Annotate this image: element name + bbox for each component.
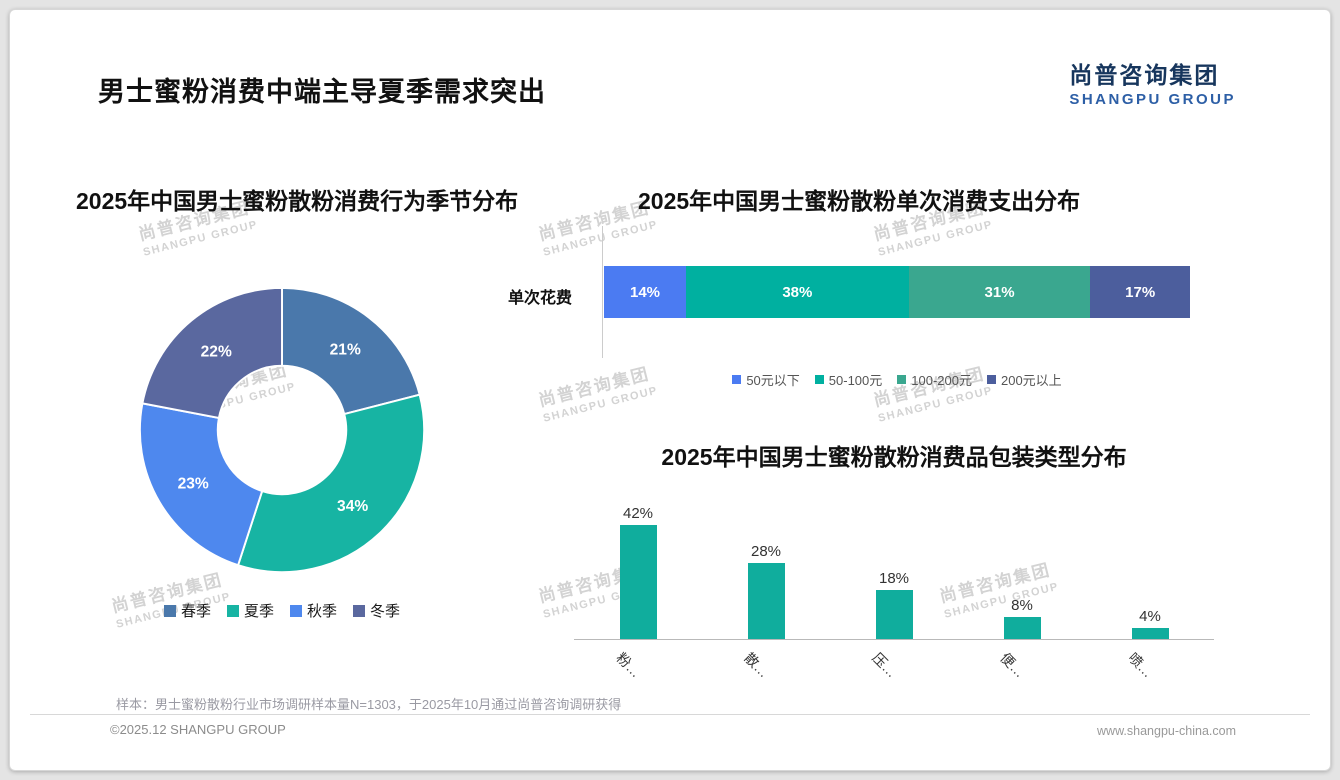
category-slot: 喷… [1086,642,1214,686]
bar-value-label: 18% [878,570,910,588]
watermark-en: SHANGPU GROUP [541,218,660,259]
legend-item: 100-200元 [897,370,972,389]
legend-item: 春季 [163,600,211,621]
stacked-row-label: 单次花费 [508,290,573,307]
donut-segment [236,393,426,574]
legend-label: 夏季 [243,603,274,620]
bar-category-label: 便… [997,649,1029,681]
sample-note: 样本：男士蜜粉散粉行业市场调研样本量N=1303，于2025年10月通过尚普咨询… [116,697,622,712]
legend-swatch [814,375,824,384]
bar-value-label: 42% [622,505,654,523]
bar-slot: 8% [958,597,1086,639]
bar [1131,628,1169,639]
season-donut-chart: 21% 34% 23% 22% [138,286,426,574]
donut-segment-label: 21% [330,341,361,358]
spend-stacked-bar: 14% 38% 31% 17% [604,266,1190,318]
bar [747,563,785,639]
logo-english-name: SHANGPU GROUP [1069,91,1236,108]
legend-item: 200元以上 [986,370,1062,389]
donut-segment-label: 23% [178,475,209,492]
stacked-axis-line [602,226,603,358]
legend-swatch [897,375,907,384]
legend-item: 50-100元 [814,370,883,389]
website-url: www.shangpu-china.com [1097,724,1236,738]
legend-label: 100-200元 [911,373,972,388]
package-category-axis: 粉… 散… 压… 便… 喷… [574,642,1214,686]
bar-value-label: 28% [750,543,782,561]
spend-legend: 50元以下 50-100元 100-200元 200元以上 [604,370,1190,389]
legend-swatch [163,604,176,617]
bar-category-label: 喷… [1125,649,1157,681]
bar-category-label: 粉… [613,649,645,681]
legend-swatch [290,604,302,617]
season-chart-title: 2025年中国男士蜜粉散粉消费行为季节分布 [76,188,519,214]
legend-swatch [732,375,742,384]
legend-item: 夏季 [226,600,274,621]
watermark-en: SHANGPU GROUP [541,384,660,425]
category-slot: 散… [702,642,830,686]
bar-slot: 4% [1086,608,1214,639]
bar [619,525,657,639]
package-chart-title: 2025年中国男士蜜粉散粉消费品包装类型分布 [661,444,1127,470]
legend-label: 50元以下 [746,373,800,388]
stacked-segment: 17% [1090,266,1190,318]
category-slot: 粉… [574,642,702,686]
spend-chart-title: 2025年中国男士蜜粉散粉单次消费支出分布 [638,188,1081,214]
bar-slot: 18% [830,570,958,639]
donut-segment [281,286,421,416]
bar [1003,617,1041,639]
bar-category-label: 压… [869,649,901,681]
copyright-text: ©2025.12 SHANGPU GROUP [110,722,286,737]
legend-swatch [986,375,996,384]
footer-divider [30,714,1310,715]
legend-item: 50元以下 [732,370,800,389]
stacked-segment: 31% [908,266,1091,318]
bar-value-label: 4% [1139,608,1161,626]
legend-swatch [353,604,366,617]
report-slide: 尚普咨询集团 SHANGPU GROUP 尚普咨询集团 SHANGPU GROU… [9,9,1331,771]
category-slot: 便… [958,642,1086,686]
legend-item: 冬季 [353,600,400,621]
package-bar-chart: 42% 28% 18% 8% 4% [574,470,1214,640]
legend-label: 秋季 [307,603,338,620]
donut-segment [138,402,264,567]
donut-segment-label: 22% [201,343,232,360]
bar-slot: 42% [574,505,702,639]
watermark-en: SHANGPU GROUP [141,218,260,259]
legend-label: 200元以上 [1000,373,1062,388]
legend-label: 冬季 [370,603,401,620]
donut-segment-label: 34% [337,498,368,515]
donut-segment [141,286,283,420]
season-legend: 春季 夏季 秋季 冬季 [110,600,454,621]
bar-slot: 28% [702,543,830,639]
legend-item: 秋季 [290,600,337,621]
bar-value-label: 8% [1011,597,1033,615]
category-slot: 压… [830,642,958,686]
stacked-segment: 14% [604,266,687,318]
bar-category-label: 散… [741,649,773,681]
bar [875,590,913,639]
page-title: 男士蜜粉消费中端主导夏季需求突出 [98,77,546,107]
watermark-en: SHANGPU GROUP [876,384,995,425]
legend-label: 50-100元 [828,373,883,388]
company-logo: 尚普咨询集团 SHANGPU GROUP [1069,56,1236,108]
stacked-segment: 38% [686,266,909,318]
logo-chinese-name: 尚普咨询集团 [1069,62,1220,88]
watermark-en: SHANGPU GROUP [876,218,995,259]
legend-label: 春季 [180,603,211,620]
legend-swatch [226,604,239,617]
